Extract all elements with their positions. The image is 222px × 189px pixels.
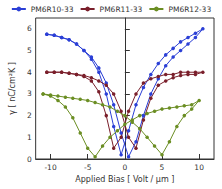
svg-text:3: 3 <box>27 89 32 98</box>
svg-text:5: 5 <box>160 163 165 172</box>
svg-text:2: 2 <box>27 111 32 120</box>
svg-text:1: 1 <box>27 133 32 142</box>
svg-text:4: 4 <box>27 68 32 77</box>
svg-text:PM6R11-33: PM6R11-33 <box>100 5 143 14</box>
svg-text:PM6R12-33: PM6R12-33 <box>168 5 211 14</box>
svg-text:Applied Bias [ Volt / μm ]: Applied Bias [ Volt / μm ] <box>75 175 174 184</box>
svg-text:6: 6 <box>27 24 32 33</box>
svg-text:10: 10 <box>194 163 204 172</box>
svg-text:PM6R10-33: PM6R10-33 <box>31 5 74 14</box>
svg-text:-10: -10 <box>44 163 56 172</box>
svg-text:0: 0 <box>122 163 127 172</box>
svg-text:γ [ nC/cm²K ]: γ [ nC/cm²K ] <box>8 62 17 115</box>
svg-text:5: 5 <box>27 46 32 55</box>
svg-text:-5: -5 <box>84 163 92 172</box>
svg-text:0: 0 <box>27 155 32 164</box>
